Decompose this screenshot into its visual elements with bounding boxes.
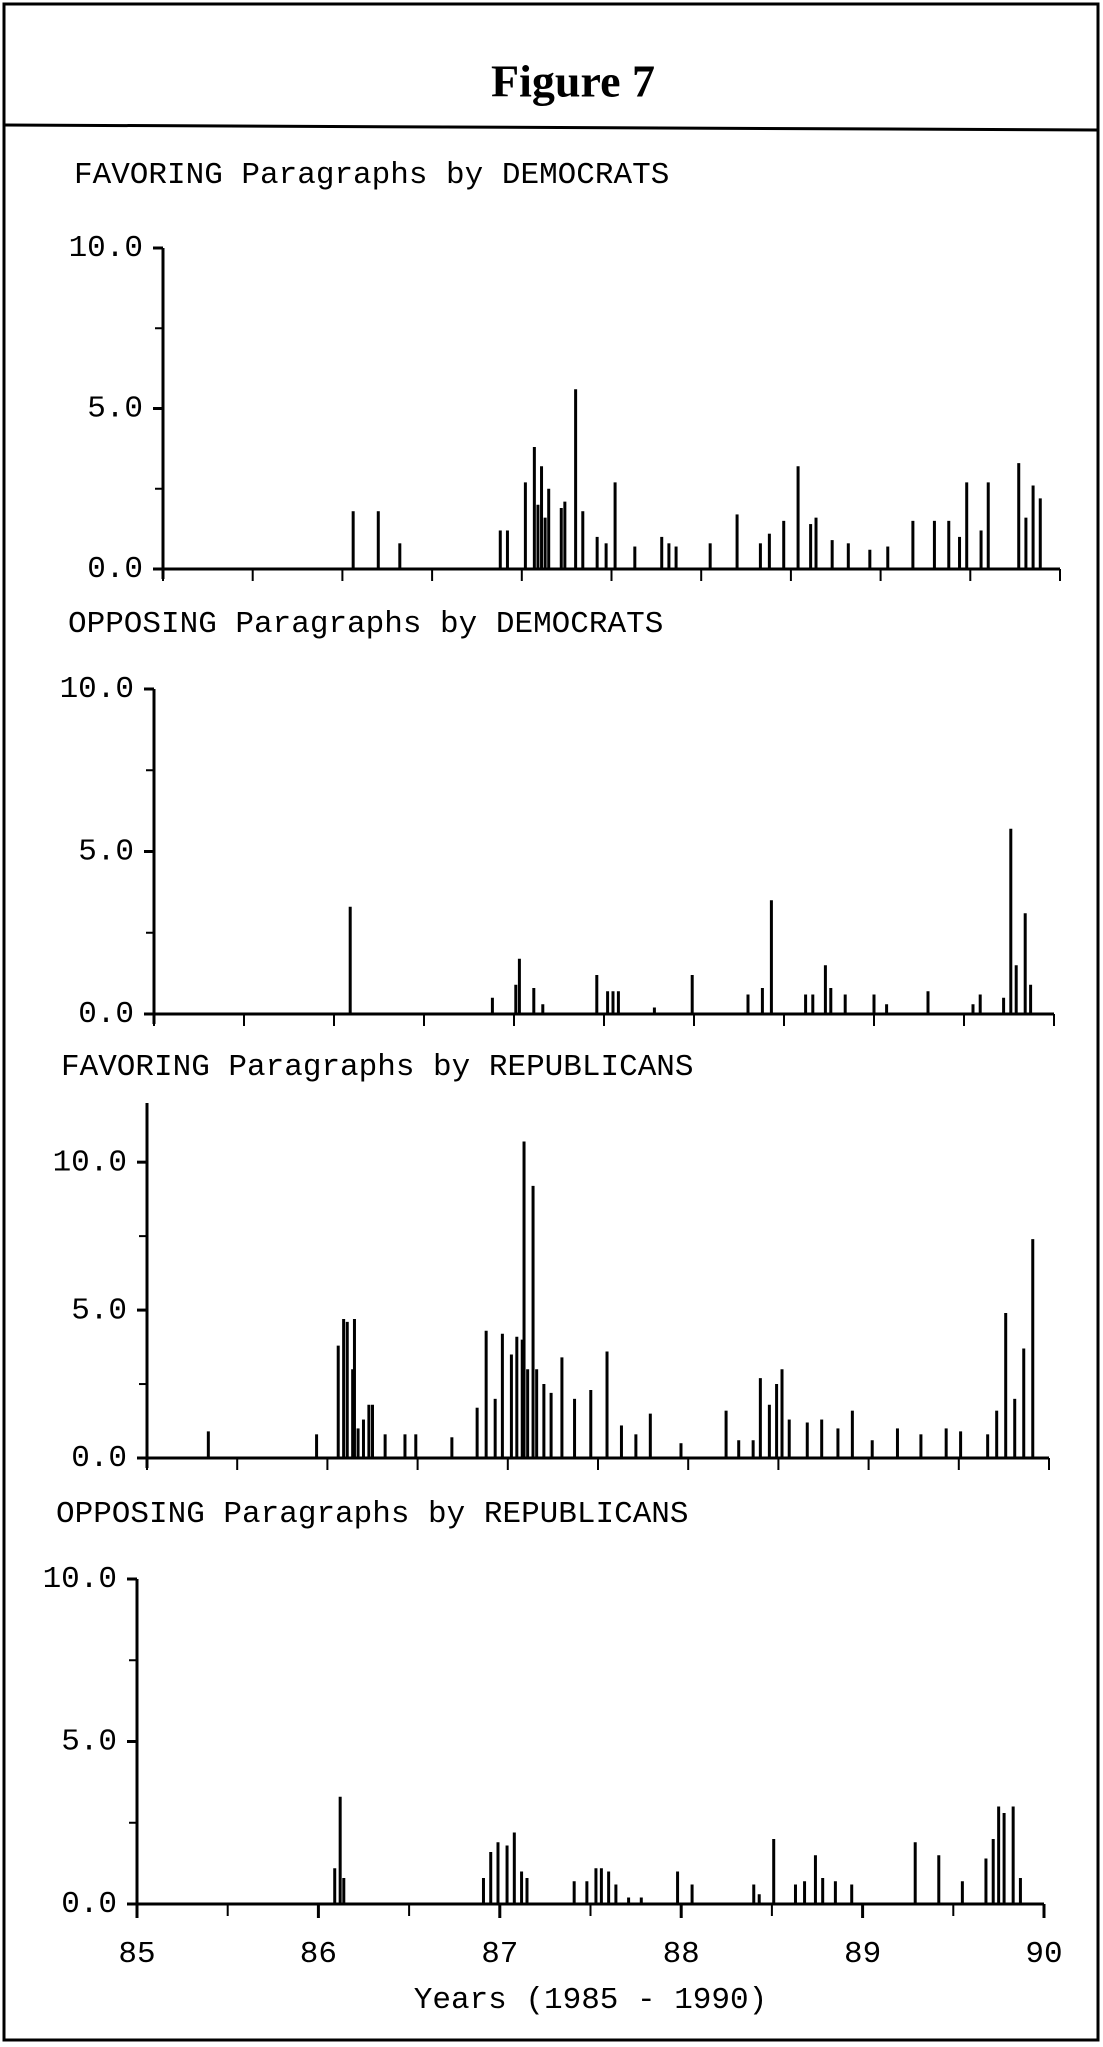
y-tick-label: 10.0 — [43, 1562, 117, 1597]
header-rule — [3, 123, 1099, 132]
panel-title: OPPOSING Paragraphs by DEMOCRATS — [68, 607, 663, 642]
y-tick-label: 5.0 — [78, 835, 134, 870]
y-tick-label: 10.0 — [60, 672, 134, 707]
x-axis-label: Years (1985 - 1990) — [414, 1983, 767, 2018]
x-tick-label: 87 — [481, 1937, 518, 1972]
y-tick-label: 5.0 — [87, 392, 143, 427]
y-tick-label: 5.0 — [61, 1725, 117, 1760]
y-tick-label: 10.0 — [69, 231, 143, 266]
x-tick-label: 90 — [1025, 1937, 1062, 1972]
figure-title: Figure 7 — [491, 56, 655, 107]
y-tick-label: 5.0 — [71, 1293, 127, 1328]
x-tick-label: 86 — [300, 1937, 337, 1972]
panel-title: FAVORING Paragraphs by REPUBLICANS — [61, 1050, 694, 1085]
panel-title: OPPOSING Paragraphs by REPUBLICANS — [56, 1497, 689, 1532]
y-tick-label: 0.0 — [87, 552, 143, 587]
x-tick-label: 89 — [844, 1937, 881, 1972]
y-tick-label: 0.0 — [61, 1887, 117, 1922]
panel-title: FAVORING Paragraphs by DEMOCRATS — [74, 158, 669, 193]
x-tick-label: 85 — [118, 1937, 155, 1972]
y-tick-label: 0.0 — [78, 997, 134, 1032]
x-tick-label: 88 — [663, 1937, 700, 1972]
y-tick-label: 0.0 — [71, 1441, 127, 1476]
y-tick-label: 10.0 — [53, 1145, 127, 1180]
